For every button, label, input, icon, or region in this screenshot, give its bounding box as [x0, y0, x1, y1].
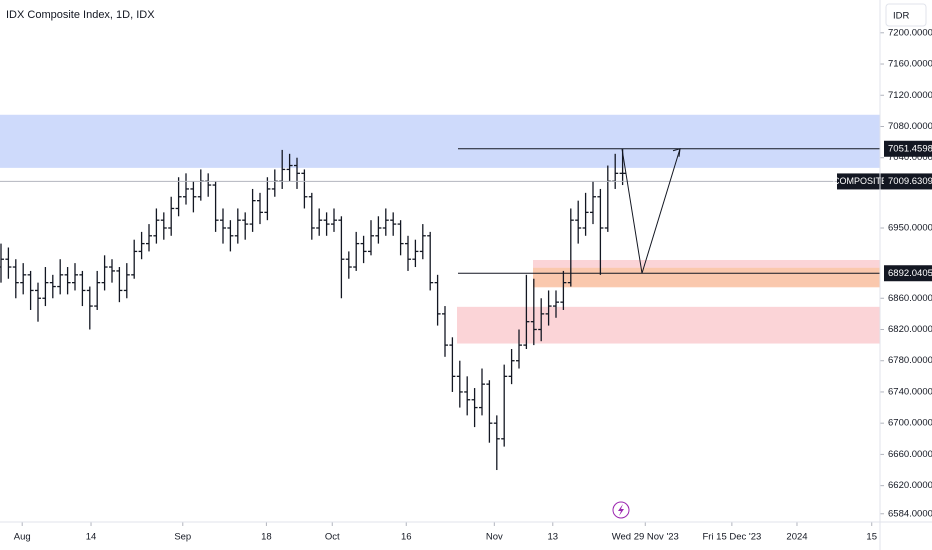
y-tick-label: 6860.0000: [888, 293, 932, 304]
price-zone: [0, 114, 880, 168]
level-label: 6892.0405: [888, 268, 932, 279]
x-tick-label: Sep: [174, 532, 191, 543]
x-tick-label: 13: [547, 532, 558, 543]
overlays: COMPOSITE 7009.6309 7051.4598 6892.0405: [0, 140, 932, 282]
currency-button[interactable]: [885, 3, 927, 27]
y-tick-label: 6820.0000: [888, 324, 932, 335]
level-box: [884, 265, 932, 282]
x-tick-label: 14: [86, 532, 97, 543]
y-tick-label: 6700.0000: [888, 418, 932, 429]
symbol-box: [837, 173, 884, 190]
x-tick-label: Aug: [14, 532, 31, 543]
y-tick-label: 7200.0000: [888, 27, 932, 38]
y-tick-label: 6950.0000: [888, 223, 932, 234]
y-tick-label: 6620.0000: [888, 480, 932, 491]
x-tick-label: Wed 29 Nov '23: [612, 532, 679, 543]
last-price-box: [884, 173, 932, 190]
x-tick-label: Oct: [325, 532, 340, 543]
currency-label[interactable]: IDR: [893, 11, 910, 22]
grid: 7200.0000 7160.0000 7120.0000 7080.0000 7040…: [14, 27, 932, 542]
level-label: 7051.4598: [888, 143, 932, 154]
x-tick-label: 15: [866, 532, 877, 543]
x-tick-label: 16: [401, 532, 412, 543]
zones: [0, 114, 880, 344]
chart-title: IDX Composite Index, 1D, IDX: [6, 9, 155, 21]
event-bolt: [618, 504, 624, 516]
x-tick-label: Nov: [486, 532, 503, 543]
x-tick-label: 2024: [786, 532, 807, 543]
y-tick-label: 6780.0000: [888, 355, 932, 366]
price-zone: [533, 267, 880, 288]
y-tick-label: 7080.0000: [888, 121, 932, 132]
y-tick-label: 6660.0000: [888, 449, 932, 460]
y-tick-label: 7160.0000: [888, 59, 932, 70]
y-tick-label: 6584.0000: [888, 508, 932, 519]
y-tick-label: 7120.0000: [888, 90, 932, 101]
x-tick-label: Fri 15 Dec '23: [702, 532, 761, 543]
symbol-label: COMPOSITE: [833, 176, 887, 186]
level-box: [884, 140, 932, 157]
y-tick-label: 7040.0000: [888, 152, 932, 163]
x-tick-label: 18: [261, 532, 272, 543]
price-zone: [457, 306, 880, 344]
arrow-head: [672, 148, 681, 157]
bars: [0, 149, 626, 471]
last-price-label: 7009.6309: [888, 176, 932, 187]
projection-arrow: [621, 148, 681, 274]
y-tick-label: 6740.0000: [888, 386, 932, 397]
